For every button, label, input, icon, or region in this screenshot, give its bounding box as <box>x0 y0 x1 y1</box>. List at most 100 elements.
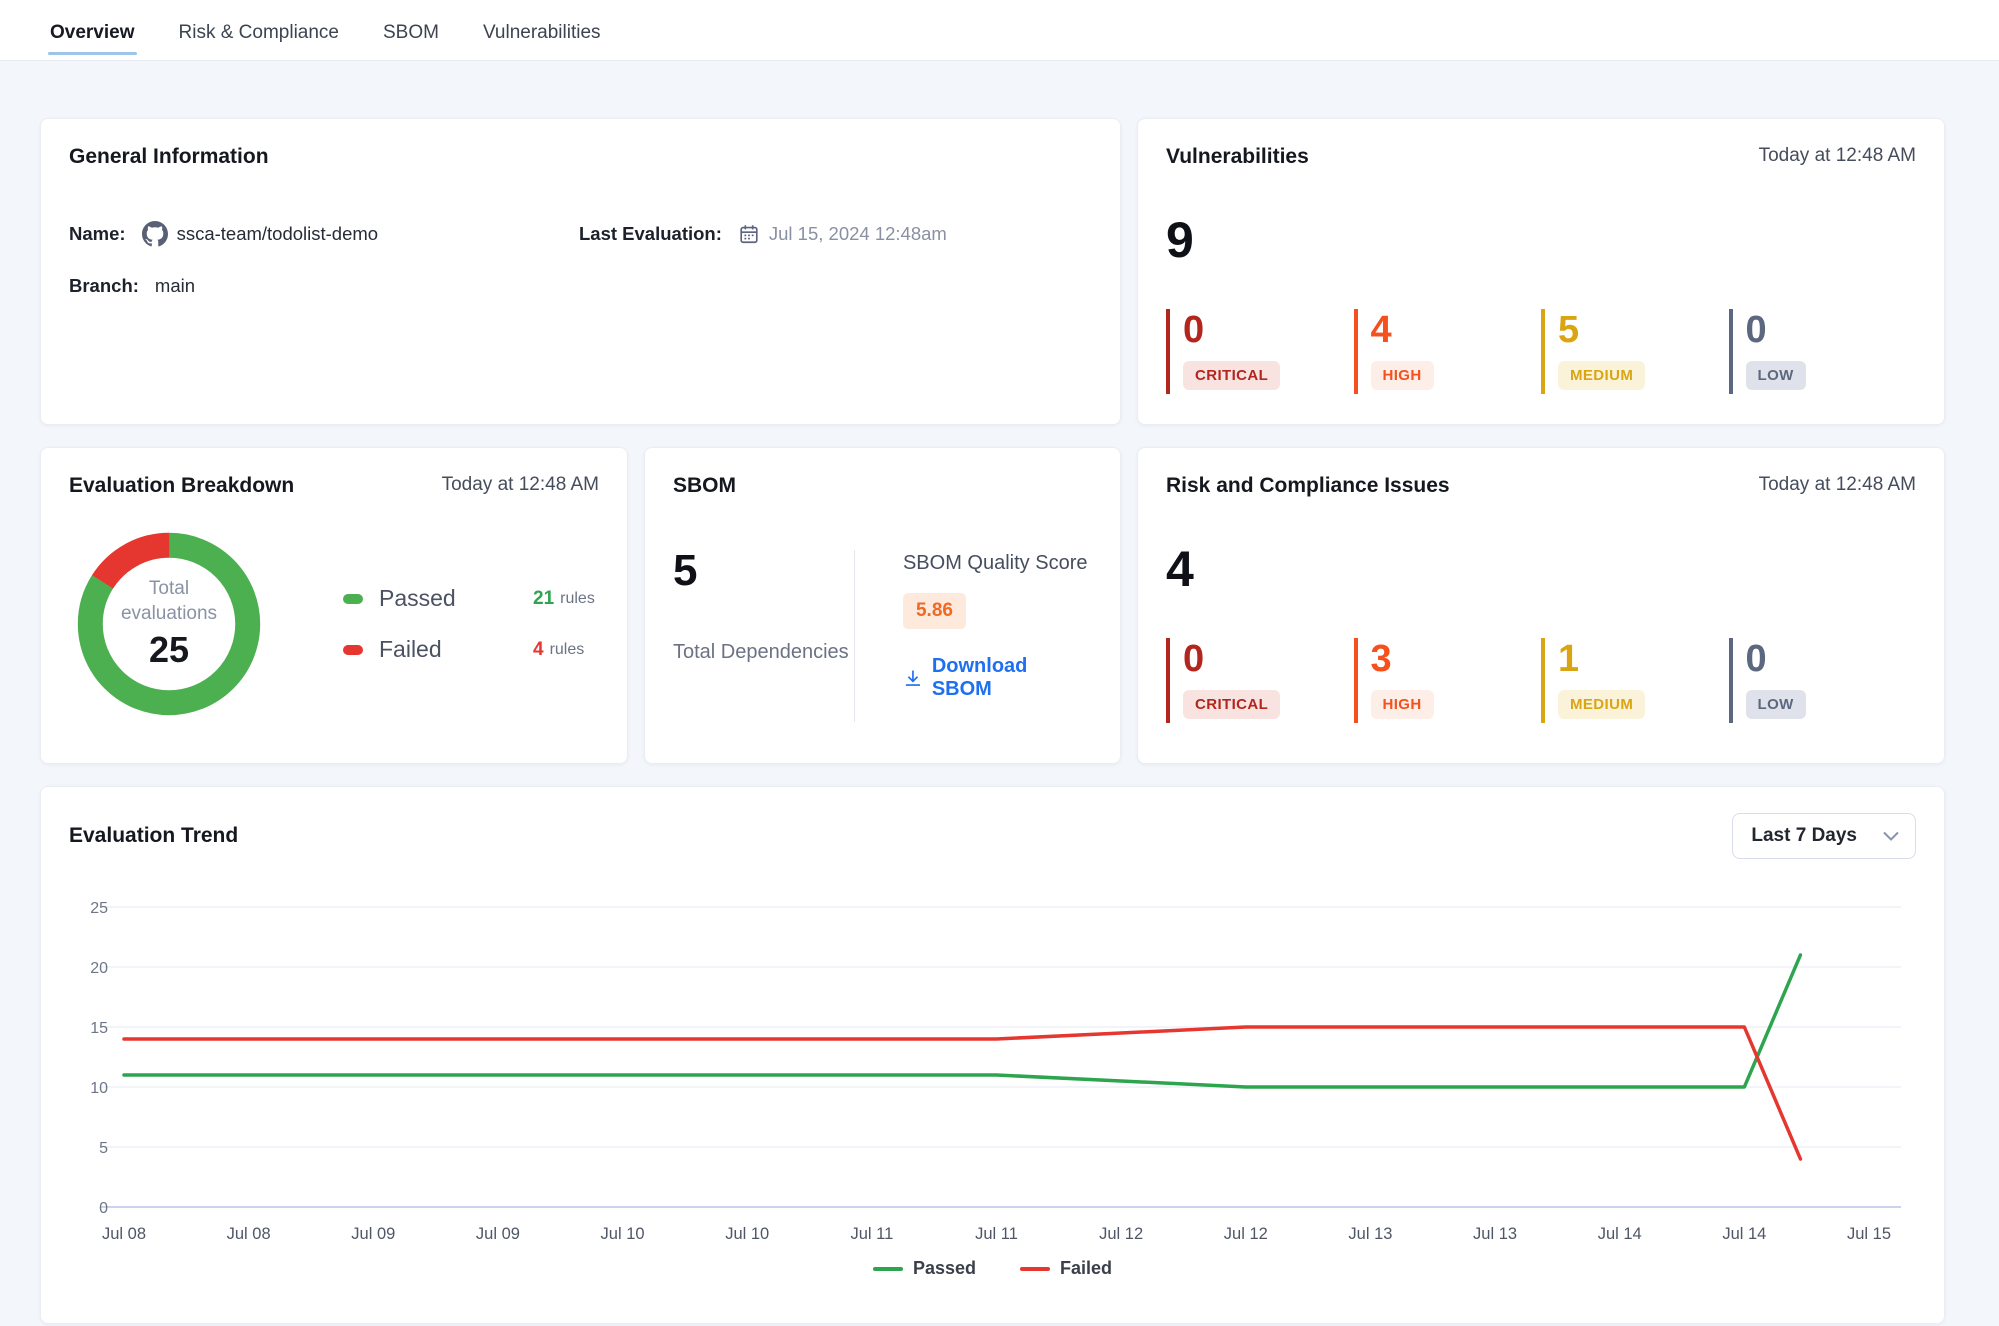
branch-label: Branch: <box>69 275 139 297</box>
breakdown-legend-passed: Passed 21 rules <box>343 585 599 612</box>
repo-name-value: ssca-team/todolist-demo <box>177 223 379 245</box>
failed-label: Failed <box>379 636 507 663</box>
tab-risk-compliance[interactable]: Risk & Compliance <box>177 22 342 60</box>
risk-compliance-timestamp: Today at 12:48 AM <box>1759 474 1916 496</box>
severity-low-badge: LOW <box>1746 361 1806 390</box>
risk-compliance-severity-row: 0 CRITICAL 3 HIGH 1 MEDIUM 0 LOW <box>1166 638 1916 723</box>
passed-pill-icon <box>343 594 363 604</box>
name-label: Name: <box>69 223 126 245</box>
passed-label: Passed <box>379 585 507 612</box>
chevron-down-icon <box>1883 831 1899 841</box>
failed-count: 4 <box>533 639 544 661</box>
severity-low-badge: LOW <box>1746 690 1806 719</box>
svg-text:25: 25 <box>90 900 108 917</box>
trend-line-chart-svg: 0510152025Jul 08Jul 08Jul 09Jul 09Jul 10… <box>69 881 1919 1247</box>
svg-text:Jul 12: Jul 12 <box>1224 1225 1268 1243</box>
svg-text:Jul 09: Jul 09 <box>476 1225 520 1243</box>
severity-medium-badge: MEDIUM <box>1558 690 1645 719</box>
severity-high-badge: HIGH <box>1371 690 1434 719</box>
svg-text:Jul 14: Jul 14 <box>1598 1225 1642 1243</box>
risk-compliance-title: Risk and Compliance Issues <box>1166 474 1450 498</box>
donut-center-label: Total evaluations <box>114 577 224 626</box>
svg-text:20: 20 <box>90 960 108 977</box>
failed-pill-icon <box>343 645 363 655</box>
severity-critical: 0 CRITICAL <box>1166 309 1354 394</box>
vulnerabilities-total-count: 9 <box>1166 211 1916 269</box>
trend-legend-passed[interactable]: Passed <box>873 1258 976 1279</box>
severity-critical-count: 0 <box>1183 311 1354 351</box>
tab-vulnerabilities[interactable]: Vulnerabilities <box>481 22 603 60</box>
passed-unit: rules <box>560 590 595 608</box>
sbom-divider <box>854 550 855 722</box>
svg-text:Jul 11: Jul 11 <box>975 1225 1018 1243</box>
svg-text:Jul 15: Jul 15 <box>1847 1225 1891 1243</box>
severity-medium: 5 MEDIUM <box>1541 309 1729 394</box>
trend-legend-failed[interactable]: Failed <box>1020 1258 1112 1279</box>
breakdown-legend: Passed 21 rules Failed 4 rules <box>343 561 599 687</box>
vulnerabilities-severity-row: 0 CRITICAL 4 HIGH 5 MEDIUM 0 LOW <box>1166 309 1916 394</box>
branch-row: Branch: main <box>69 275 579 297</box>
failed-line-icon <box>1020 1267 1050 1271</box>
evaluation-trend-title: Evaluation Trend <box>69 824 238 848</box>
svg-text:Jul 09: Jul 09 <box>351 1225 395 1243</box>
passed-count: 21 <box>533 588 554 610</box>
severity-medium-count: 5 <box>1558 311 1729 351</box>
sbom-card: SBOM 5 Total Dependencies SBOM Quality S… <box>644 447 1121 764</box>
severity-high-badge: HIGH <box>1371 361 1434 390</box>
severity-high-count: 3 <box>1371 640 1542 680</box>
date-range-dropdown[interactable]: Last 7 Days <box>1732 813 1916 859</box>
sbom-title: SBOM <box>673 474 1092 498</box>
trend-legend: Passed Failed <box>69 1258 1916 1279</box>
github-icon <box>142 221 168 247</box>
branch-value: main <box>155 275 195 297</box>
severity-critical-badge: CRITICAL <box>1183 361 1280 390</box>
evaluation-trend-chart: 0510152025Jul 08Jul 08Jul 09Jul 09Jul 10… <box>69 881 1916 1252</box>
donut-center-value: 25 <box>149 629 189 671</box>
download-sbom-label: Download SBOM <box>932 655 1092 701</box>
last-evaluation-value: Jul 15, 2024 12:48am <box>769 223 947 245</box>
svg-text:15: 15 <box>90 1020 108 1037</box>
vulnerabilities-title: Vulnerabilities <box>1166 145 1309 169</box>
general-information-card: General Information Name: ssca-team/todo… <box>40 118 1121 425</box>
evaluation-trend-card: Evaluation Trend Last 7 Days 0510152025J… <box>40 786 1945 1324</box>
repo-name-row: Name: ssca-team/todolist-demo <box>69 221 579 247</box>
evaluations-donut-chart: Total evaluations 25 <box>73 528 265 720</box>
severity-high-count: 4 <box>1371 311 1542 351</box>
severity-low-count: 0 <box>1746 640 1917 680</box>
tab-overview[interactable]: Overview <box>48 22 137 60</box>
severity-low: 0 LOW <box>1729 309 1917 394</box>
evaluation-breakdown-timestamp: Today at 12:48 AM <box>442 474 599 496</box>
severity-high: 3 HIGH <box>1354 638 1542 723</box>
severity-low: 0 LOW <box>1729 638 1917 723</box>
sbom-quality-score-value: 5.86 <box>903 593 966 629</box>
tab-sbom[interactable]: SBOM <box>381 22 441 60</box>
svg-text:Jul 10: Jul 10 <box>601 1225 645 1243</box>
svg-text:Jul 13: Jul 13 <box>1473 1225 1517 1243</box>
severity-high: 4 HIGH <box>1354 309 1542 394</box>
breakdown-legend-failed: Failed 4 rules <box>343 636 599 663</box>
date-range-value: Last 7 Days <box>1751 825 1857 847</box>
risk-compliance-total-count: 4 <box>1166 540 1916 598</box>
svg-text:Jul 08: Jul 08 <box>227 1225 271 1243</box>
severity-medium-badge: MEDIUM <box>1558 361 1645 390</box>
svg-text:Jul 12: Jul 12 <box>1099 1225 1143 1243</box>
vulnerabilities-timestamp: Today at 12:48 AM <box>1759 145 1916 167</box>
sbom-quality-score-label: SBOM Quality Score <box>903 552 1092 575</box>
svg-text:Jul 08: Jul 08 <box>102 1225 146 1243</box>
risk-compliance-card: Risk and Compliance Issues Today at 12:4… <box>1137 447 1945 764</box>
severity-critical-badge: CRITICAL <box>1183 690 1280 719</box>
failed-unit: rules <box>550 641 585 659</box>
vulnerabilities-card: Vulnerabilities Today at 12:48 AM 9 0 CR… <box>1137 118 1945 425</box>
evaluation-breakdown-title: Evaluation Breakdown <box>69 474 294 498</box>
evaluation-breakdown-card: Evaluation Breakdown Today at 12:48 AM T… <box>40 447 628 764</box>
general-information-title: General Information <box>69 145 1092 169</box>
passed-line-icon <box>873 1267 903 1271</box>
svg-text:Jul 13: Jul 13 <box>1348 1225 1392 1243</box>
svg-text:10: 10 <box>90 1080 108 1097</box>
last-evaluation-label: Last Evaluation: <box>579 223 722 245</box>
trend-legend-passed-label: Passed <box>913 1258 976 1279</box>
download-sbom-link[interactable]: Download SBOM <box>903 655 1092 701</box>
severity-critical: 0 CRITICAL <box>1166 638 1354 723</box>
severity-low-count: 0 <box>1746 311 1917 351</box>
severity-medium-count: 1 <box>1558 640 1729 680</box>
